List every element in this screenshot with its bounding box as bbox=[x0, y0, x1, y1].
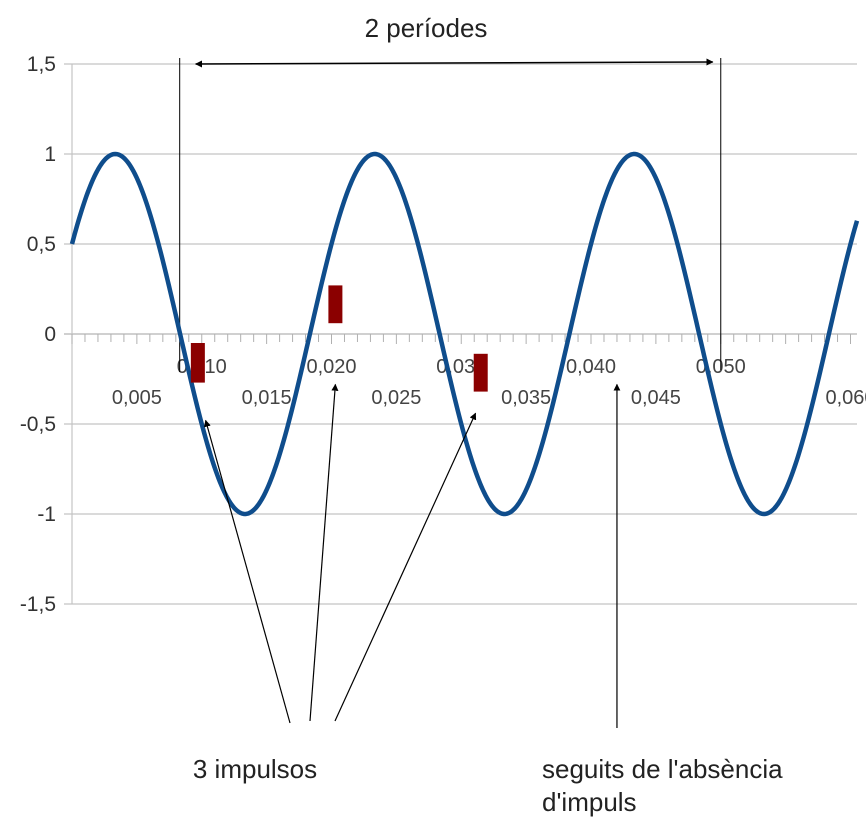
y-tick-label: 0,5 bbox=[27, 233, 56, 256]
impulse-marker bbox=[328, 285, 343, 324]
x-tick-label: 0,045 bbox=[631, 387, 681, 409]
gridlines bbox=[64, 63, 857, 605]
impulse-marker bbox=[190, 343, 205, 383]
annotation-absence-label-line2: d'impuls bbox=[542, 787, 637, 817]
annotation-arrow bbox=[203, 419, 291, 724]
period-annotation: 2 períodes bbox=[179, 13, 722, 372]
annotation-absence-label-line1: seguits de l'absència bbox=[542, 754, 783, 784]
impulse-marker bbox=[473, 353, 488, 392]
x-tick-label: 0,040 bbox=[566, 356, 616, 378]
x-tick-label: 0,035 bbox=[501, 387, 551, 409]
y-tick-label: -0,5 bbox=[20, 413, 56, 436]
y-axis-tick-labels: 1,5 1 0,5 0 -0,5 -1 -1,5 bbox=[20, 53, 56, 616]
x-tick-label: 0,025 bbox=[371, 387, 421, 409]
x-tick-label: 0,015 bbox=[242, 387, 292, 409]
period-arrow bbox=[194, 58, 714, 68]
x-tick-label: 0,005 bbox=[112, 387, 162, 409]
y-tick-label: -1 bbox=[37, 503, 56, 526]
annotation-arrow bbox=[334, 412, 477, 722]
annotation-arrow bbox=[309, 383, 339, 722]
period-label: 2 períodes bbox=[365, 13, 488, 43]
y-tick-label: 1 bbox=[44, 143, 56, 166]
y-tick-label: 0 bbox=[44, 323, 56, 346]
annotations: 3 impulsos seguits de l'absència d'impul… bbox=[193, 383, 783, 817]
x-tick-label: 0,060 bbox=[825, 387, 866, 409]
annotation-impulses-label: 3 impulsos bbox=[193, 754, 317, 784]
y-tick-label: 1,5 bbox=[27, 53, 56, 76]
x-axis-tick-labels: 0,0100,0200,0300,0400,0500,0050,0150,025… bbox=[112, 356, 866, 409]
y-tick-label: -1,5 bbox=[20, 593, 56, 616]
impulse-markers bbox=[190, 285, 488, 392]
x-axis bbox=[71, 64, 852, 604]
x-tick-label: 0,020 bbox=[306, 356, 356, 378]
